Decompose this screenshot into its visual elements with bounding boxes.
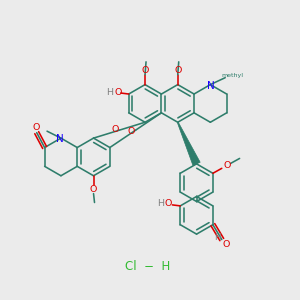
Text: O: O <box>128 127 135 136</box>
Text: O: O <box>223 161 230 170</box>
Text: Cl  −  H: Cl − H <box>125 260 171 273</box>
Text: O: O <box>114 88 122 97</box>
Text: H: H <box>106 88 113 97</box>
Text: O: O <box>174 66 182 75</box>
Text: H: H <box>157 200 164 208</box>
Text: O: O <box>112 125 119 134</box>
Text: O: O <box>165 200 172 208</box>
Text: O: O <box>141 66 149 75</box>
Polygon shape <box>177 122 200 166</box>
Text: O: O <box>222 240 230 249</box>
Text: N: N <box>56 134 64 144</box>
Text: H: H <box>214 233 221 242</box>
Text: O: O <box>90 185 97 194</box>
Text: N: N <box>208 81 215 91</box>
Text: O: O <box>32 123 39 132</box>
Text: methyl: methyl <box>221 73 243 78</box>
